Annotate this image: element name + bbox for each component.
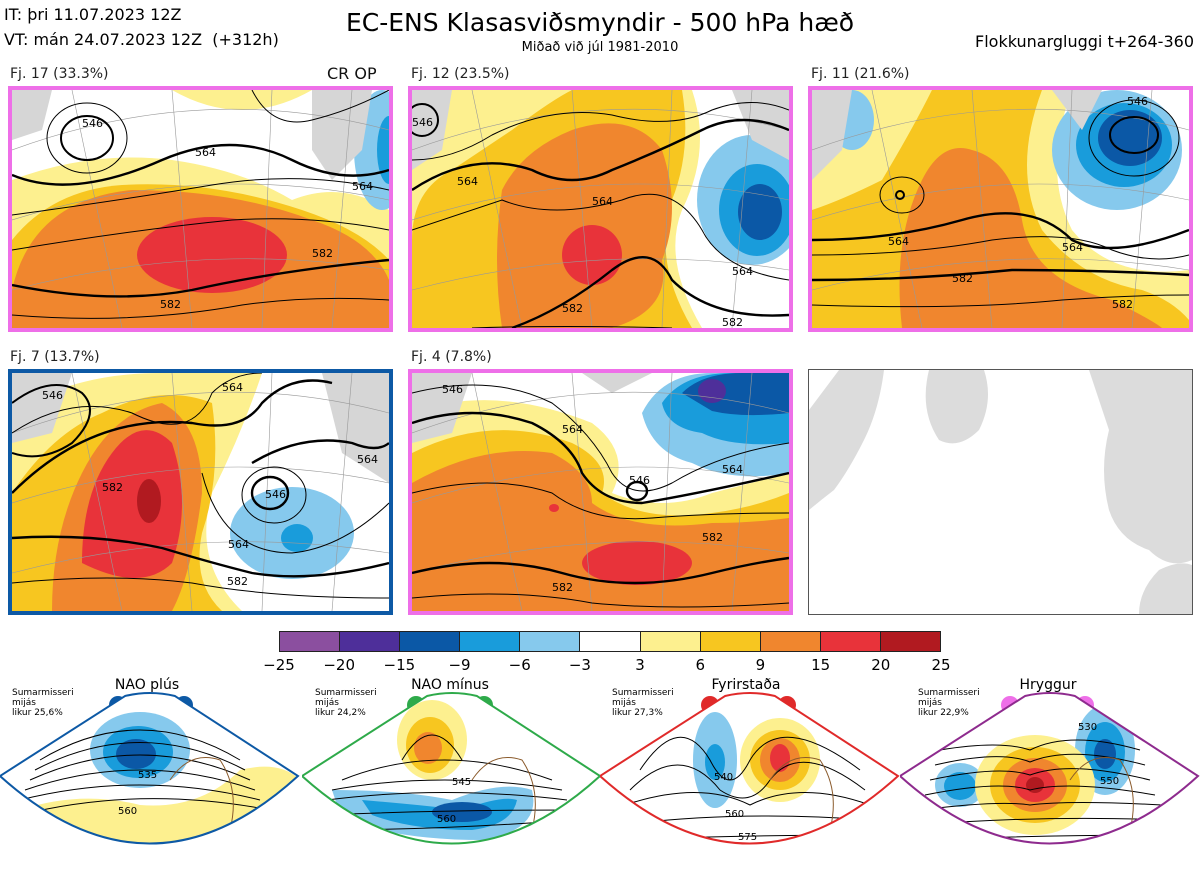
color-bin [760, 632, 821, 651]
contour-label: 546 [42, 389, 63, 402]
cluster-map-1[interactable]: 546 564 564 582 582 [8, 86, 393, 332]
colorbar-tick-label: 9 [755, 656, 766, 674]
contour-label: 575 [447, 850, 466, 861]
color-bin [520, 632, 581, 651]
panel-label: Fj. 7 (13.7%) [10, 349, 100, 365]
cluster-map-2[interactable]: 546 564 564 564 582 582 [408, 86, 793, 332]
color-bar [279, 631, 941, 652]
contour-label: 582 [227, 575, 248, 588]
contour-label: 582 [952, 272, 973, 285]
color-bin [580, 632, 641, 651]
color-bin [280, 632, 341, 651]
regime-name: NAO mínus [411, 677, 489, 693]
colorbar-tick-label: −9 [448, 656, 471, 674]
contour-label: 582 [552, 581, 573, 594]
base-map [808, 369, 1193, 615]
regime-name: Hryggur [1019, 677, 1077, 693]
contour-label: 564 [222, 381, 243, 394]
colorbar-tick-label: 3 [635, 656, 645, 674]
colorbar-tick-label: 6 [695, 656, 706, 674]
colorbar-tick-label: 15 [811, 656, 831, 674]
page-title: EC-ENS Klasasviðsmyndir - 500 hPa hæð [345, 8, 855, 37]
colorbar-tick-label: 20 [871, 656, 891, 674]
contour-label: 530 [1078, 722, 1097, 733]
contour-label: 582 [102, 481, 123, 494]
cluster-map-3[interactable]: 546 564 564 582 582 [808, 86, 1193, 332]
classification-window: Flokkunargluggi t+264-360 [975, 32, 1194, 51]
contour-label: 564 [562, 423, 583, 436]
contour-label: 560 [118, 806, 137, 817]
color-bin [880, 632, 941, 651]
contour-label: 582 [562, 302, 583, 315]
contour-label: 564 [195, 146, 216, 159]
regime-map-ridge: 530 550 575 [900, 692, 1200, 849]
regime-map-nao-minus: 545 560 575 [302, 692, 602, 861]
contour-label: 550 [1100, 776, 1119, 787]
contour-label: 564 [732, 265, 753, 278]
contour-label: 560 [437, 814, 456, 825]
regime-note: Sumarmisseri mijás likur 27,3% [612, 688, 674, 718]
color-bin [340, 632, 401, 651]
regime-frame [0, 692, 300, 845]
contour-label: 582 [160, 298, 181, 311]
colorbar-tick-label: −15 [383, 656, 416, 674]
contour-label: 564 [457, 175, 478, 188]
color-bin [700, 632, 761, 651]
contour-label: 546 [265, 488, 286, 501]
contour-label: 546 [412, 116, 433, 129]
regime-note: Sumarmisseri mijás likur 22,9% [918, 688, 980, 718]
colorbar-tick-label: −25 [263, 656, 295, 674]
panel-label: Fj. 11 (21.6%) [811, 66, 910, 82]
contour-label: 546 [629, 474, 650, 487]
regime-note: Sumarmisseri mijás likur 24,2% [315, 688, 377, 718]
cluster-map-4[interactable]: 546 564 564 546 564 582 582 [8, 369, 393, 615]
regime-frame [600, 692, 900, 845]
contour-label: 564 [888, 235, 909, 248]
contour-label: 575 [1095, 838, 1114, 849]
contour-label: 582 [722, 316, 743, 328]
contour-label: 564 [722, 463, 743, 476]
color-bin [400, 632, 461, 651]
contour-label: 540 [714, 772, 733, 783]
contour-label: 546 [442, 383, 463, 396]
cluster-map-5[interactable]: 546 564 564 546 582 582 [408, 369, 793, 615]
page-subtitle: Miðað við júl 1981-2010 [521, 40, 679, 55]
color-bin [460, 632, 521, 651]
regime-name: NAO plús [114, 677, 180, 693]
contour-label: 575 [738, 832, 757, 843]
valid-time-line: VT: mán 24.07.2023 12Z (+312h) [4, 30, 279, 49]
contour-label: 535 [138, 770, 157, 781]
panel-label: Fj. 12 (23.5%) [411, 66, 510, 82]
crop-badge: CR OP [327, 64, 377, 83]
contour-label: 564 [228, 538, 249, 551]
colorbar-tick-label: −20 [323, 656, 355, 674]
colorbar-tick-label: −6 [508, 656, 531, 674]
regime-name: Fyrirstaða [711, 677, 781, 693]
contour-label: 545 [452, 777, 471, 788]
regime-frame [900, 692, 1200, 845]
regime-frame [302, 692, 602, 845]
contour-label: 546 [82, 117, 103, 130]
color-bin [820, 632, 881, 651]
contour-label: 582 [702, 531, 723, 544]
regime-map-blocking: 540 560 575 [600, 692, 900, 845]
contour-label: 564 [357, 453, 378, 466]
color-bin [640, 632, 701, 651]
colorbar-tick-label: 25 [931, 656, 951, 674]
regime-map-nao-plus: 535 560 [0, 692, 300, 845]
panel-label: Fj. 17 (33.3%) [10, 66, 109, 82]
regime-note: Sumarmisseri mijás likur 25,6% [12, 688, 74, 718]
init-time-line: IT: þri 11.07.2023 12Z [4, 5, 182, 24]
contour-label: 564 [352, 180, 373, 193]
contour-label: 582 [1112, 298, 1133, 311]
colorbar-tick-label: −3 [568, 656, 591, 674]
contour-label: 582 [312, 247, 333, 260]
contour-label: 560 [725, 809, 744, 820]
contour-label: 546 [1127, 95, 1148, 108]
panel-label: Fj. 4 (7.8%) [411, 349, 492, 365]
contour-label: 564 [592, 195, 613, 208]
contour-label: 564 [1062, 241, 1083, 254]
